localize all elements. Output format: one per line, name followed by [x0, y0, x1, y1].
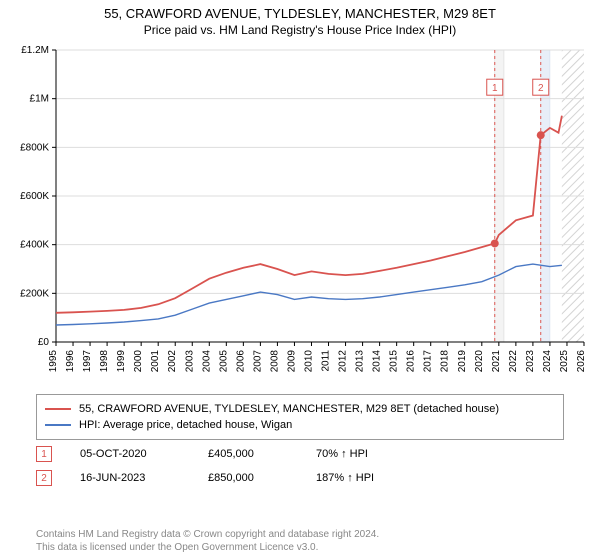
y-tick-label: £200K: [20, 288, 49, 299]
x-tick-label: 2020: [474, 350, 485, 373]
x-tick-label: 2025: [559, 350, 570, 373]
sale-marker-box: 1: [36, 446, 52, 462]
title-block: 55, CRAWFORD AVENUE, TYLDESLEY, MANCHEST…: [0, 0, 600, 37]
sale-point-2: [537, 131, 545, 139]
x-tick-label: 2014: [372, 350, 383, 373]
x-tick-label: 2026: [576, 350, 587, 373]
y-tick-label: £1M: [30, 94, 49, 105]
x-tick-label: 2008: [269, 350, 280, 373]
y-tick-label: £0: [38, 337, 50, 348]
x-tick-label: 2011: [321, 350, 332, 372]
x-tick-label: 1997: [82, 350, 93, 373]
x-tick-label: 1995: [48, 350, 59, 373]
x-tick-label: 2013: [355, 350, 366, 373]
footer-line2: This data is licensed under the Open Gov…: [36, 542, 318, 553]
x-tick-label: 2017: [423, 350, 434, 373]
x-tick-label: 2007: [252, 350, 263, 373]
sale-price: £850,000: [208, 472, 288, 484]
x-tick-label: 2001: [150, 350, 161, 373]
legend-swatch: [45, 424, 71, 426]
footer-line1: Contains HM Land Registry data © Crown c…: [36, 529, 379, 540]
sale-date: 05-OCT-2020: [80, 448, 180, 460]
sales-table: 1 05-OCT-2020 £405,000 70% ↑ HPI 2 16-JUN-202…: [36, 442, 564, 490]
legend-box: 55, CRAWFORD AVENUE, TYLDESLEY, MANCHEST…: [36, 394, 564, 440]
x-tick-label: 2016: [406, 350, 417, 373]
chart-svg: £0 £200K £400K £600K £800K £1M £1.2M 1995 1996 19…: [8, 44, 592, 384]
sale-row: 1 05-OCT-2020 £405,000 70% ↑ HPI: [36, 442, 564, 466]
x-tick-label: 2012: [338, 350, 349, 373]
x-tick-label: 2015: [389, 350, 400, 373]
legend-label: HPI: Average price, detached house, Wiga…: [79, 417, 292, 433]
sale-marker-box: 2: [36, 470, 52, 486]
chart-container: 55, CRAWFORD AVENUE, TYLDESLEY, MANCHEST…: [0, 0, 600, 560]
x-tick-label: 2024: [542, 350, 553, 373]
x-tick-label: 2023: [525, 350, 536, 373]
y-tick-label: £600K: [20, 191, 49, 202]
x-tick-label: 2009: [286, 350, 297, 373]
x-tick-label: 2006: [235, 350, 246, 373]
legend-row: HPI: Average price, detached house, Wiga…: [45, 417, 555, 433]
x-tick-label: 2019: [457, 350, 468, 373]
sale-row: 2 16-JUN-2023 £850,000 187% ↑ HPI: [36, 466, 564, 490]
x-tick-label: 2022: [508, 350, 519, 373]
x-tick-label: 2002: [167, 350, 178, 373]
sale-point-1: [491, 239, 499, 247]
sale-label-num-1: 1: [492, 83, 498, 94]
x-tick-label: 2018: [440, 350, 451, 373]
x-tick-label: 2010: [303, 350, 314, 373]
y-tick-label: £800K: [20, 142, 49, 153]
footer-note: Contains HM Land Registry data © Crown c…: [36, 528, 564, 554]
sale-pct: 187% ↑ HPI: [316, 472, 374, 484]
x-tick-label: 1996: [65, 350, 76, 373]
legend-swatch: [45, 408, 71, 410]
arrow-up-icon: ↑: [341, 448, 347, 460]
x-tick-label: 2003: [184, 350, 195, 373]
arrow-up-icon: ↑: [347, 472, 353, 484]
legend-label: 55, CRAWFORD AVENUE, TYLDESLEY, MANCHEST…: [79, 401, 499, 417]
x-tick-label: 2021: [491, 350, 502, 373]
x-tick-label: 2000: [133, 350, 144, 373]
y-tick-label: £400K: [20, 240, 49, 251]
title-sub: Price paid vs. HM Land Registry's House …: [0, 23, 600, 37]
x-tick-label: 2005: [218, 350, 229, 373]
y-tick-label: £1.2M: [21, 45, 49, 56]
sale-pct: 70% ↑ HPI: [316, 448, 368, 460]
legend-row: 55, CRAWFORD AVENUE, TYLDESLEY, MANCHEST…: [45, 401, 555, 417]
title-main: 55, CRAWFORD AVENUE, TYLDESLEY, MANCHEST…: [0, 6, 600, 21]
x-tick-label: 1999: [116, 350, 127, 373]
sale-label-num-2: 2: [538, 83, 544, 94]
chart-area: £0 £200K £400K £600K £800K £1M £1.2M 1995 1996 19…: [8, 44, 592, 384]
sale-date: 16-JUN-2023: [80, 472, 180, 484]
x-tick-label: 2004: [201, 350, 212, 373]
sale-price: £405,000: [208, 448, 288, 460]
x-tick-label: 1998: [99, 350, 110, 373]
